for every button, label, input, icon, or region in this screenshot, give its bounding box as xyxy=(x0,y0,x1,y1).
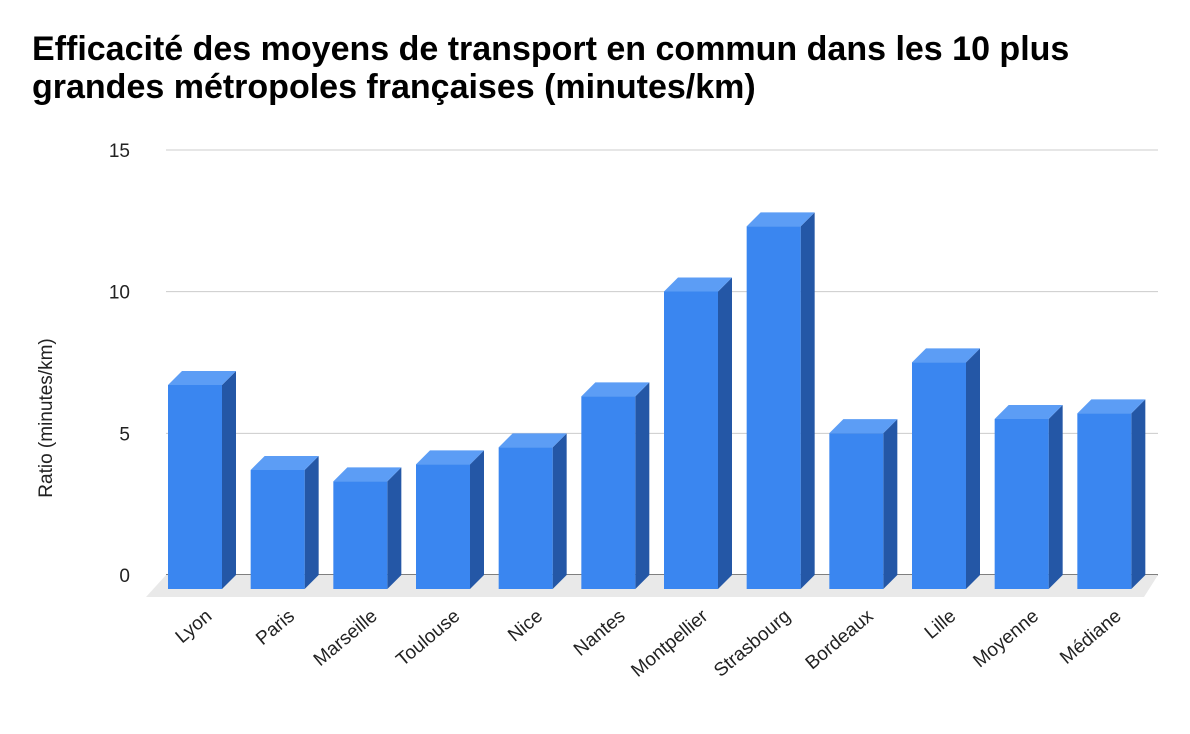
bar xyxy=(1077,399,1146,589)
bar-side xyxy=(1048,405,1063,589)
x-tick-label: Paris xyxy=(252,606,299,650)
bar xyxy=(994,405,1063,589)
x-tick-label: Montpellier xyxy=(628,605,713,681)
bar xyxy=(746,212,815,590)
bar-side xyxy=(387,467,402,589)
x-axis-labels: Lyon Paris Marseille Toulouse Nice NantesMont… xyxy=(172,605,1126,681)
bar-top xyxy=(912,348,980,363)
floor-plane xyxy=(146,575,1158,597)
bar-top xyxy=(416,450,484,465)
bar-top xyxy=(581,382,650,397)
bar xyxy=(416,450,484,589)
y-tick-label: 5 xyxy=(119,424,130,445)
bar-top xyxy=(994,405,1063,419)
bar xyxy=(829,419,898,589)
bar-front xyxy=(746,226,801,590)
y-tick-label: 10 xyxy=(109,283,130,304)
x-tick-label: Bordeaux xyxy=(802,605,878,674)
bar-top xyxy=(498,433,567,448)
bar-front xyxy=(912,362,966,589)
bar-front xyxy=(1077,413,1132,589)
y-tick-label: 0 xyxy=(119,566,130,587)
bar xyxy=(333,467,402,589)
bar-side xyxy=(1131,399,1146,589)
bar-front xyxy=(168,385,222,589)
x-tick-label: Nantes xyxy=(570,606,630,661)
bar-side xyxy=(304,456,319,589)
bar-side xyxy=(718,277,732,589)
y-axis-label: Ratio (minutes/km) xyxy=(36,338,57,497)
bar xyxy=(250,456,319,589)
bar-side xyxy=(552,433,567,589)
bar-front xyxy=(250,470,305,589)
bar-front xyxy=(498,447,553,589)
x-tick-label: Lille xyxy=(921,606,960,644)
bar-front xyxy=(581,396,636,589)
y-axis-ticks: 0 5 10 15 xyxy=(109,141,130,587)
bar xyxy=(664,277,732,589)
x-tick-label: Marseille xyxy=(310,606,382,671)
bar-top xyxy=(168,371,236,385)
bar-top xyxy=(664,277,732,292)
bar-top xyxy=(333,467,402,482)
bar xyxy=(912,348,980,589)
bar-front xyxy=(664,291,718,589)
bar-top xyxy=(250,456,319,470)
bar-side xyxy=(883,419,898,589)
bar-front xyxy=(333,481,388,589)
x-tick-label: Strasbourg xyxy=(710,606,795,682)
x-tick-label: Nice xyxy=(504,606,547,647)
bar xyxy=(498,433,567,589)
chart-floor xyxy=(146,575,1158,597)
bar-side xyxy=(222,371,236,589)
x-tick-label: Moyenne xyxy=(969,606,1042,672)
x-tick-label: Médiane xyxy=(1056,606,1125,669)
bar-side xyxy=(966,348,980,589)
bar-front xyxy=(829,433,884,589)
y-tick-label: 15 xyxy=(109,141,130,162)
x-tick-label: Toulouse xyxy=(392,606,464,671)
bar xyxy=(168,371,236,589)
bar-side xyxy=(635,382,650,589)
bar-front xyxy=(416,464,470,589)
bar-front xyxy=(994,419,1049,589)
bar xyxy=(581,382,650,589)
bars xyxy=(168,212,1146,590)
bar-top xyxy=(1077,399,1146,414)
bar-top xyxy=(829,419,898,434)
bar-side xyxy=(800,212,815,590)
chart-title: Efficacité des moyens de transport en co… xyxy=(32,30,1070,106)
bar-side xyxy=(470,450,484,589)
x-tick-label: Lyon xyxy=(172,606,217,648)
bar-top xyxy=(746,212,815,227)
